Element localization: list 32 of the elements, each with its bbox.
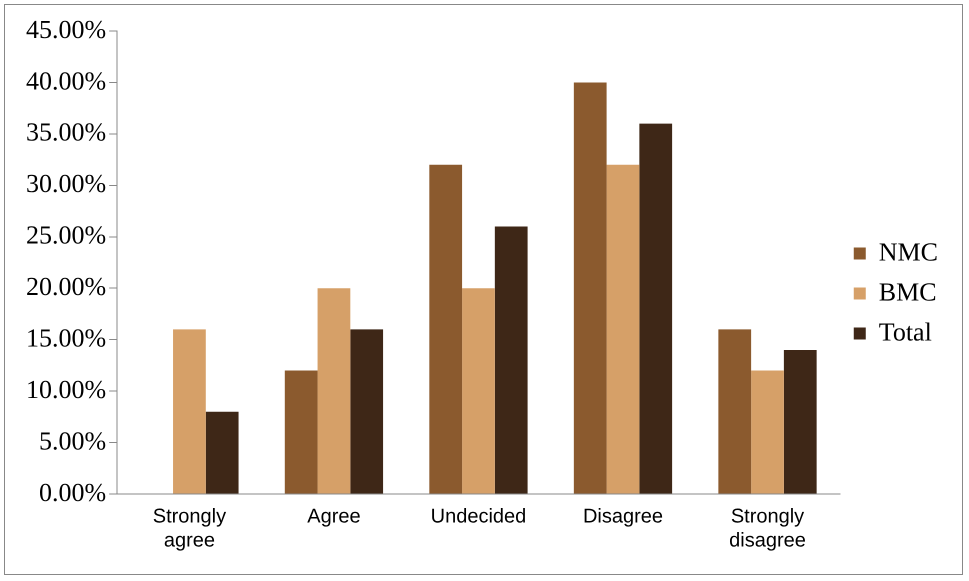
legend-label: BMC — [878, 277, 937, 306]
y-tick-label: 30.00% — [26, 169, 106, 198]
y-tick-label: 20.00% — [26, 272, 106, 302]
x-tick-label: Agree — [307, 506, 361, 528]
bar — [284, 370, 318, 494]
bar — [574, 82, 607, 494]
bar — [429, 164, 462, 494]
legend-label: Total — [878, 317, 932, 346]
x-tick-label: Strongly disagree — [729, 506, 806, 552]
bar — [718, 329, 752, 494]
bar — [462, 288, 495, 494]
bar — [173, 329, 206, 494]
y-tick-label: 40.00% — [26, 66, 106, 96]
legend-label: NMC — [878, 237, 938, 266]
y-tick-label: 5.00% — [38, 426, 106, 456]
y-tick-label: 10.00% — [26, 374, 106, 404]
x-tick-label: Strongly agree — [152, 506, 226, 552]
bar — [318, 288, 350, 494]
y-tick-label: 25.00% — [26, 220, 106, 250]
bar — [784, 350, 817, 494]
x-tick-label: Undecided — [430, 506, 526, 528]
bar — [606, 164, 640, 494]
bar — [494, 226, 528, 494]
bar — [206, 412, 239, 494]
bar — [751, 370, 784, 494]
bar — [350, 329, 384, 494]
y-tick-label: 45.00% — [26, 14, 106, 44]
bar — [639, 124, 672, 494]
y-tick-label: 15.00% — [26, 323, 106, 352]
x-tick-label: Disagree — [582, 506, 664, 528]
y-tick-label: 35.00% — [26, 118, 106, 147]
y-tick-label: 0.00% — [38, 478, 106, 507]
